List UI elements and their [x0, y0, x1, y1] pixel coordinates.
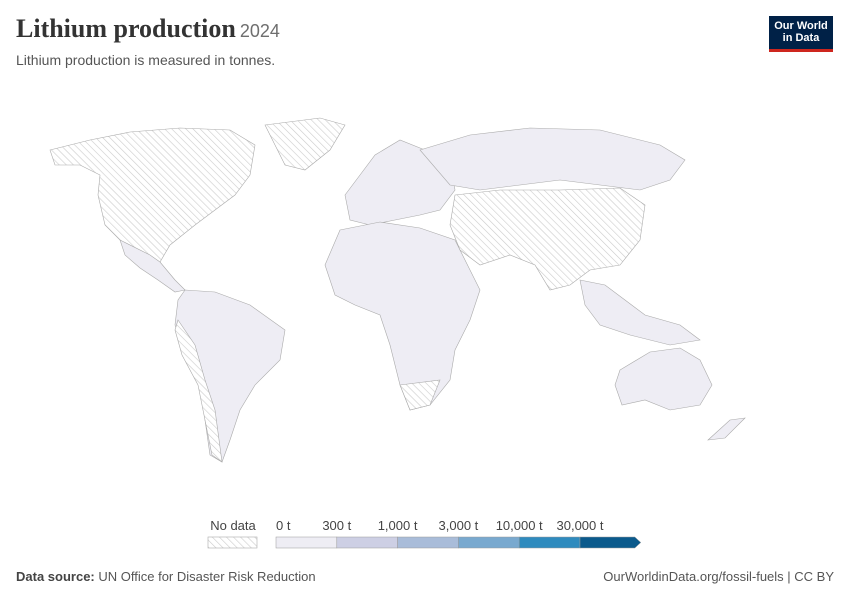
russia — [419, 127, 686, 191]
legend-bin — [275, 536, 338, 549]
logo[interactable]: Our World in Data — [769, 16, 833, 52]
legend-bin — [397, 536, 459, 549]
year: 2024 — [239, 21, 280, 41]
legend-bin — [458, 536, 520, 549]
new-zealand — [707, 417, 746, 441]
asia — [449, 187, 646, 291]
south-america — [174, 289, 286, 463]
footer-source: Data source: UN Office for Disaster Risk… — [16, 569, 316, 584]
subtitle: Lithium production is measured in tonnes… — [16, 52, 276, 68]
source-label: Data source: — [16, 569, 95, 584]
title: Lithium production 2024 — [16, 14, 280, 44]
southern-africa — [399, 379, 441, 411]
andes — [174, 319, 223, 463]
africa — [324, 221, 481, 411]
source: UN Office for Disaster Risk Reduction — [98, 569, 316, 584]
logo-line: Our World — [774, 20, 828, 32]
legend-tick-label: 1,000 t — [378, 518, 418, 533]
legend-tick-label: 10,000 t — [496, 518, 543, 533]
north-america — [49, 127, 256, 271]
legend-tick-label: 30,000 t — [557, 518, 604, 533]
footer-url[interactable]: OurWorldinData.org/fossil-fuels | CC BY — [603, 569, 834, 584]
legend-tick-label: 300 t — [322, 518, 351, 533]
legend-tick-label: 0 t — [276, 518, 291, 533]
legend: No data 0 t 300 t 1,000 t 3,000 t 10,000 t 30,… — [207, 518, 642, 549]
legend-bin — [336, 536, 398, 549]
legend-bin — [579, 536, 642, 549]
no-data-swatch — [207, 536, 258, 549]
greenland — [264, 117, 346, 171]
legend-tick-label: 3,000 t — [439, 518, 479, 533]
australia — [614, 347, 713, 411]
legend-bin — [518, 536, 581, 549]
southeast-asia — [579, 279, 701, 346]
title-text: Lithium production — [16, 14, 236, 43]
mexico — [119, 239, 186, 293]
countries — [49, 117, 746, 463]
logo-line: in Data — [782, 32, 820, 44]
no-data-label: No data — [210, 518, 256, 533]
